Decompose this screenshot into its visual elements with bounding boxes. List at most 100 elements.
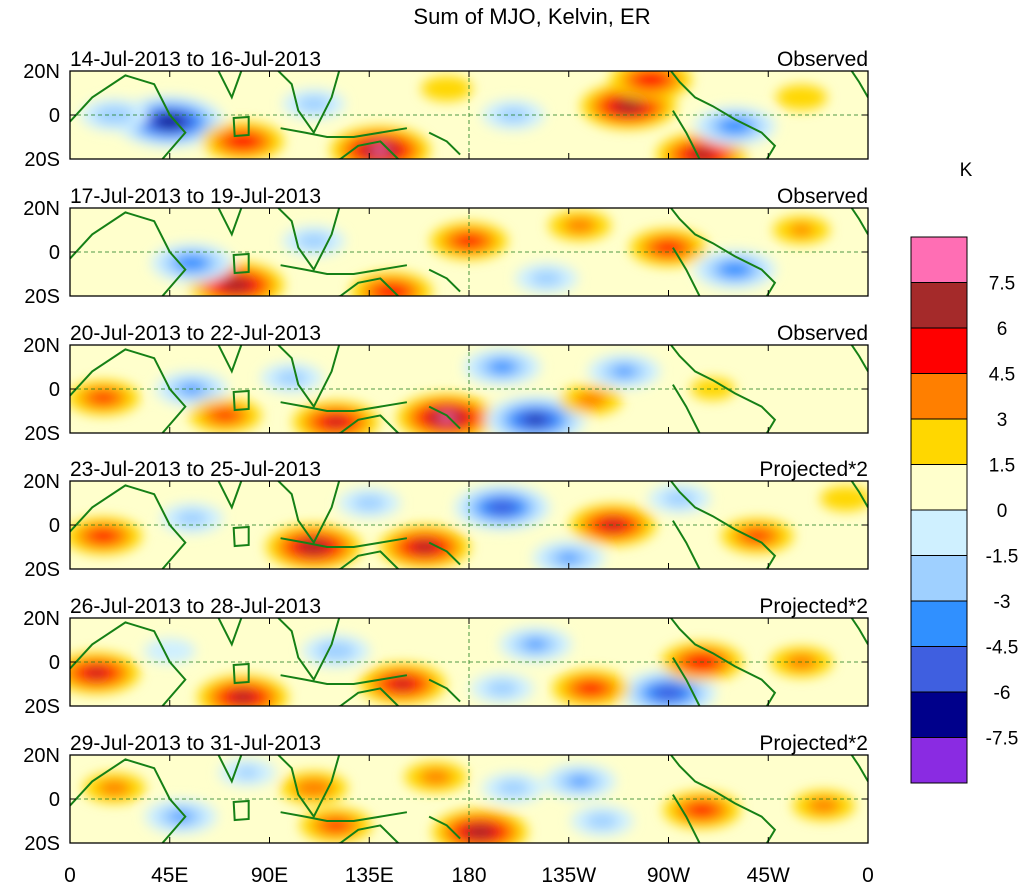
coastline-1 <box>70 758 187 843</box>
x-axis: 0 45E 90E 135E 180 135W 90W 45W 0 <box>64 864 874 887</box>
chart-title: Sum of MJO, Kelvin, ER <box>413 4 650 29</box>
anomaly-blob-7-level-3 <box>717 117 753 135</box>
coastline-1 <box>70 348 187 433</box>
y-tick-label: 20S <box>24 149 60 171</box>
coastline-9 <box>850 618 868 645</box>
coastline-6 <box>428 131 461 156</box>
anomaly-blob-2-level-2 <box>175 510 209 527</box>
coastline-1 <box>70 484 187 569</box>
y-tick-label: 0 <box>49 652 60 674</box>
coastline-2 <box>217 618 243 647</box>
anomaly-blob-4-level-2 <box>316 641 356 661</box>
anomaly-blob-8-level-2 <box>585 813 619 829</box>
panel-2: 20N 0 20S 17-Jul-2013 to 19-Jul-2013 Observe… <box>23 185 869 308</box>
y-tick-label: 20N <box>23 198 60 220</box>
colorbar-swatch <box>910 282 968 329</box>
y-tick-label: 0 <box>49 515 60 537</box>
panel-1: 20N 0 20S 14-Jul-2013 to 16-Jul-2013 Observe… <box>23 48 869 171</box>
colorbar-swatch <box>910 373 968 420</box>
anomaly-blob-6-level-2 <box>497 780 530 796</box>
coastline-4 <box>280 127 408 138</box>
colorbar-label: 7.5 <box>989 274 1015 295</box>
anomaly-blob-9-level-2 <box>663 490 696 507</box>
coastlines <box>70 208 868 296</box>
x-tick-label: 90E <box>251 864 288 887</box>
colorbar-label: -6 <box>994 683 1011 704</box>
anomaly-blob-8-level-2 <box>530 270 563 287</box>
anomaly-blob-4-level-3 <box>326 820 346 831</box>
colorbar-swatch <box>910 691 968 738</box>
coastline-7 <box>669 618 777 706</box>
colorbar-swatch <box>910 327 968 374</box>
anomaly-blob-11-level-1 <box>820 486 868 512</box>
x-tick-label: 45W <box>747 864 790 887</box>
x-tick-label: 135W <box>541 864 596 887</box>
anomaly-blob-10-level-2 <box>419 769 453 785</box>
anomaly-blob-3-level-2 <box>293 778 334 798</box>
panel-date-range: 14-Jul-2013 to 16-Jul-2013 <box>70 48 321 71</box>
panel-label: Projected*2 <box>759 458 868 481</box>
coastlines <box>70 618 868 706</box>
coastline-1 <box>70 621 187 706</box>
anomaly-blob-7-level-3 <box>717 261 753 278</box>
y-tick-label: 20N <box>23 61 60 83</box>
coastline-8 <box>672 110 701 159</box>
anomaly-blob-5-level-4 <box>486 500 518 515</box>
coastline-7 <box>669 208 777 296</box>
panel-date-range: 17-Jul-2013 to 19-Jul-2013 <box>70 185 321 208</box>
y-tick-label: 20S <box>24 559 60 581</box>
coastline-6 <box>428 678 461 703</box>
coastline-7 <box>669 71 777 159</box>
coastlines <box>70 345 868 433</box>
coastline-6 <box>428 541 461 566</box>
anomaly-blob-6-level-5 <box>527 416 544 424</box>
coastline-4 <box>280 264 408 275</box>
coastline-8 <box>672 384 701 433</box>
anomaly-blob-4-level-4 <box>412 541 437 553</box>
colorbar-label: 6 <box>997 319 1008 340</box>
anomaly-blob-11-level-1 <box>690 378 735 400</box>
anomaly-blob-4-level-4 <box>613 98 645 114</box>
colorbar-swatch <box>910 646 968 693</box>
region-box <box>232 525 250 548</box>
anomaly-field <box>70 481 868 569</box>
coastline-1 <box>70 211 187 296</box>
anomaly-blob-2-level-4 <box>230 691 256 703</box>
x-tick-label: 0 <box>64 864 76 887</box>
x-tick-label: 180 <box>451 864 486 887</box>
anomaly-blob-6-level-4 <box>653 685 684 701</box>
y-tick-label: 0 <box>49 105 60 127</box>
anomaly-blob-2-level-3 <box>225 133 260 150</box>
anomaly-blob-9-level-3 <box>688 803 716 817</box>
anomaly-blob-6-level-4 <box>604 520 622 530</box>
coastline-9 <box>850 208 868 235</box>
y-tick-label: 20N <box>23 335 60 357</box>
anomaly-blob-12-level-2 <box>235 766 260 779</box>
y-tick-label: 20S <box>24 286 60 308</box>
coastline-2 <box>217 345 243 374</box>
panel-date-range: 23-Jul-2013 to 25-Jul-2013 <box>70 458 321 481</box>
panel-4: 20N 0 20S 23-Jul-2013 to 25-Jul-2013 Project… <box>23 458 869 581</box>
anomaly-field <box>70 618 868 706</box>
coastline-8 <box>672 247 701 296</box>
panel-label: Observed <box>777 48 868 71</box>
coastline-8 <box>672 794 701 843</box>
coastline-7 <box>669 755 777 843</box>
anomaly-blob-10-level-2 <box>789 224 814 236</box>
anomaly-blob-3-level-5 <box>372 146 389 154</box>
coastlines <box>70 481 868 569</box>
coastlines <box>70 755 868 843</box>
colorbar-swatch <box>910 555 968 602</box>
coastline-3 <box>276 481 341 545</box>
anomaly-blob-11-level-2 <box>807 797 840 814</box>
coastline-3 <box>276 71 341 135</box>
anomaly-blob-8-level-3 <box>614 366 635 377</box>
anomaly-blob-7-level-3 <box>488 360 516 374</box>
region-box <box>232 115 250 138</box>
colorbar-swatch <box>910 509 968 556</box>
anomaly-blob-7-level-3 <box>569 776 590 787</box>
x-tick-label: 45E <box>151 864 188 887</box>
y-tick-label: 20S <box>24 833 60 855</box>
panel-label: Projected*2 <box>759 595 868 618</box>
coastline-3 <box>276 345 341 409</box>
